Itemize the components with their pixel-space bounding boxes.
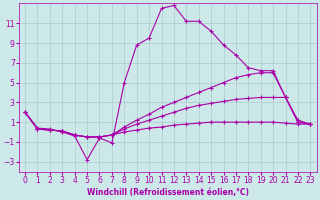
X-axis label: Windchill (Refroidissement éolien,°C): Windchill (Refroidissement éolien,°C) <box>87 188 249 197</box>
